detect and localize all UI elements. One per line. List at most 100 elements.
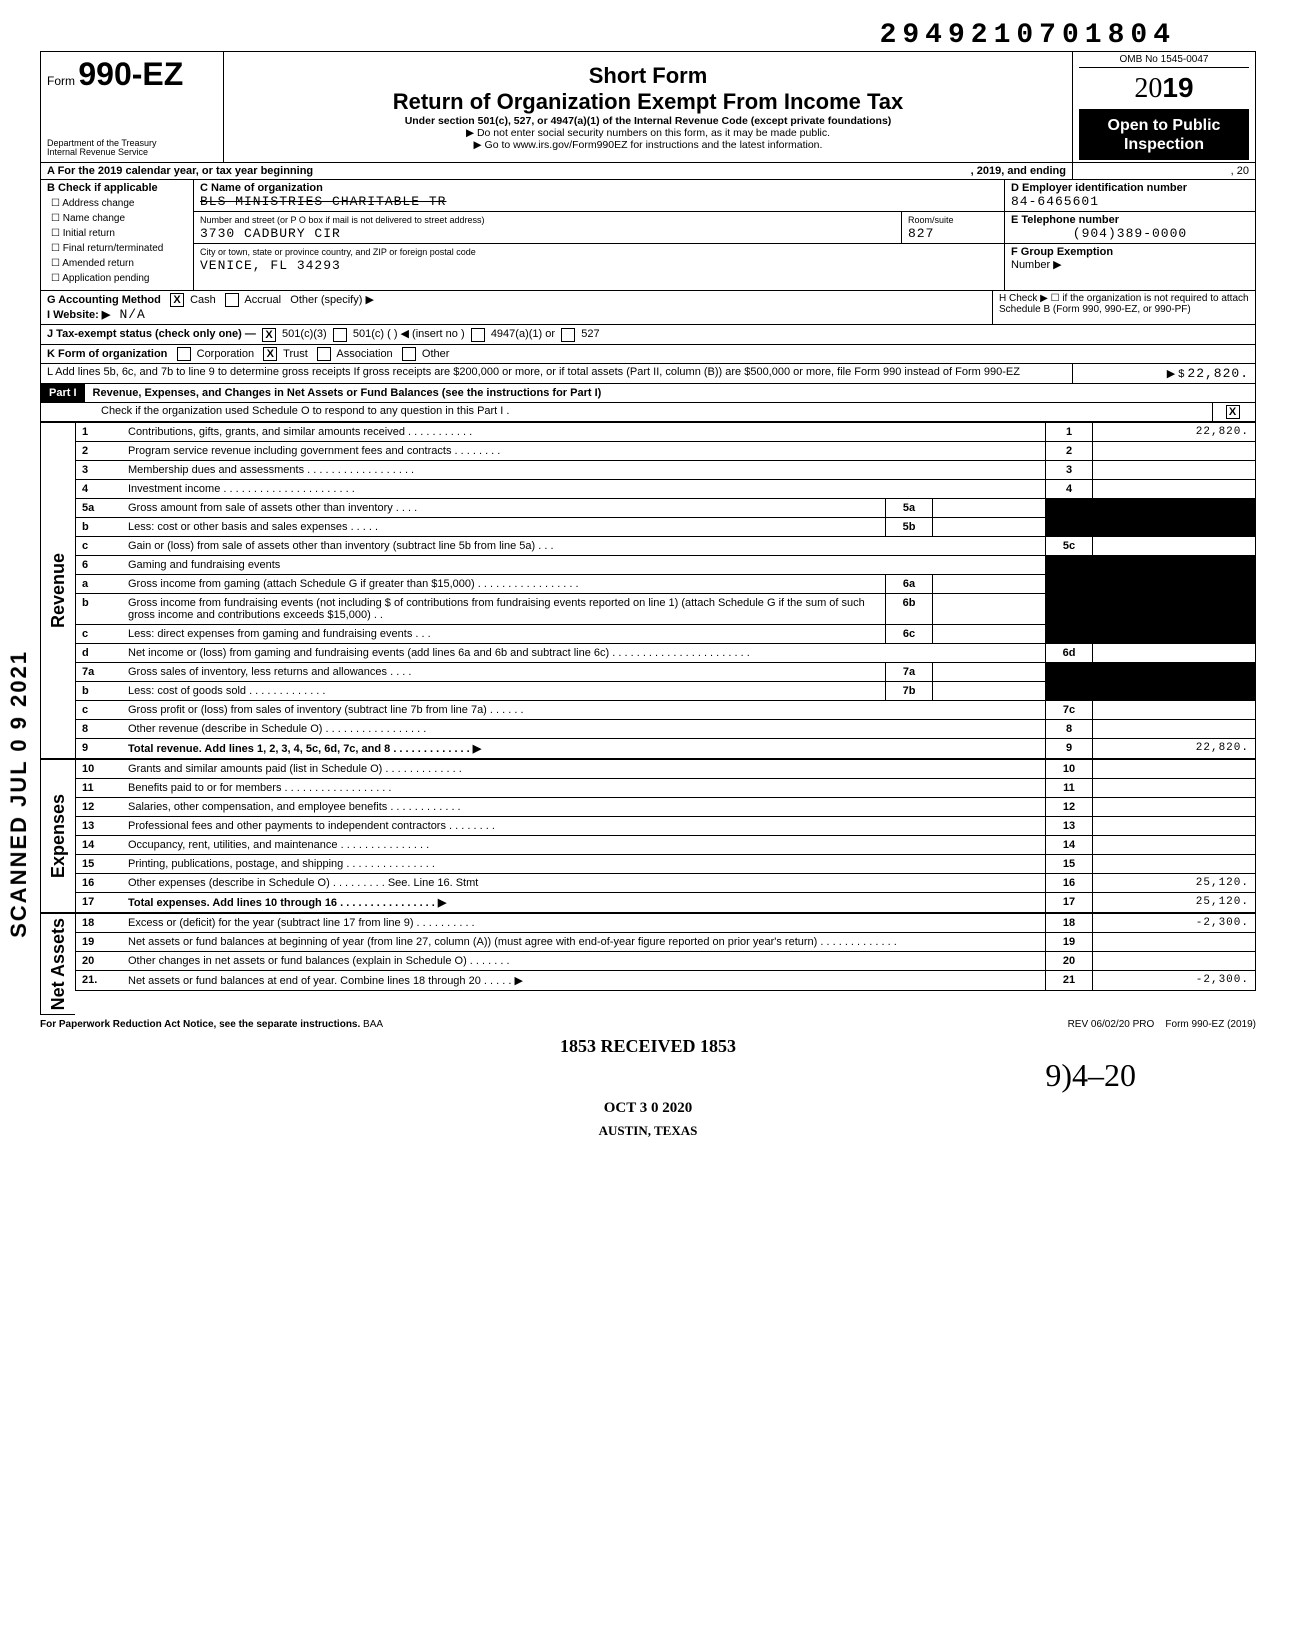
revenue-section: Revenue 1Contributions, gifts, grants, a… [40,422,1256,759]
k-assoc-label: Association [336,347,392,359]
b-label: B Check if applicable [47,182,187,194]
room-value: 827 [908,226,934,241]
footer-mid: BAA [363,1019,383,1030]
e-label: E Telephone number [1011,214,1119,226]
table-row: 9Total revenue. Add lines 1, 2, 3, 4, 5c… [76,738,1256,758]
c-value: BLS MINISTRIES CHARITABLE TR [200,194,446,209]
j-label: J Tax-exempt status (check only one) — [47,328,256,340]
section-b-c-d: B Check if applicable Address changeName… [40,180,1256,291]
b-checkbox-item[interactable]: Name change [51,211,183,226]
k-assoc-checkbox[interactable] [317,347,331,361]
form-header: Form 990-EZ Department of the Treasury I… [40,51,1256,163]
g-other-label: Other (specify) ▶ [290,294,374,306]
b-checkbox-item[interactable]: Address change [51,196,183,211]
b-checkbox-item[interactable]: Final return/terminated [51,241,183,256]
short-form-title: Short Form [234,63,1062,89]
scanned-stamp: SCANNED JUL 0 9 2021 [6,650,32,938]
revenue-table: 1Contributions, gifts, grants, and simil… [75,423,1256,759]
j-501c3-checkbox[interactable] [262,328,276,342]
footer-rev: REV 06/02/20 PRO [1068,1019,1155,1030]
table-row: 11Benefits paid to or for members . . . … [76,778,1256,797]
table-row: 8Other revenue (describe in Schedule O) … [76,719,1256,738]
table-row: 6Gaming and fundraising events [76,555,1256,574]
go-to-url: Go to www.irs.gov/Form990EZ for instruct… [234,139,1062,151]
stamp-location: AUSTIN, TEXAS [40,1123,1256,1139]
k-corp-label: Corporation [197,347,254,359]
table-row: 15Printing, publications, postage, and s… [76,854,1256,873]
form-number: 990-EZ [78,56,183,92]
netassets-section: Net Assets 18Excess or (deficit) for the… [40,913,1256,1015]
addr-label: Number and street (or P O box if mail is… [200,215,484,225]
handwriting-date: 9)4–20 [40,1057,1256,1094]
g-cash-label: Cash [190,294,216,306]
expenses-vert-label: Expenses [46,790,71,882]
table-row: 2Program service revenue including gover… [76,441,1256,460]
k-other-label: Other [422,347,450,359]
b-checkbox-item[interactable]: Amended return [51,256,183,271]
f-label2: Number ▶ [1011,259,1062,271]
tax-year: 2019 [1079,68,1249,110]
table-row: bLess: cost or other basis and sales exp… [76,517,1256,536]
table-row: bLess: cost of goods sold . . . . . . . … [76,681,1256,700]
footer-form: Form 990-EZ (2019) [1165,1019,1256,1030]
table-row: 21.Net assets or fund balances at end of… [76,970,1256,990]
open-public-l2: Inspection [1081,135,1247,154]
b-checkbox-item[interactable]: Initial return [51,226,183,241]
footer-left: For Paperwork Reduction Act Notice, see … [40,1019,360,1030]
g-accrual-checkbox[interactable] [225,293,239,307]
table-row: aGross income from gaming (attach Schedu… [76,574,1256,593]
table-row: 13Professional fees and other payments t… [76,816,1256,835]
k-other-checkbox[interactable] [402,347,416,361]
c-label: C Name of organization [200,182,323,194]
expenses-section: Expenses 10Grants and similar amounts pa… [40,759,1256,913]
table-row: 12Salaries, other compensation, and empl… [76,797,1256,816]
table-row: 10Grants and similar amounts paid (list … [76,760,1256,779]
addr-value: 3730 CADBURY CIR [200,226,341,241]
line-a-row: A For the 2019 calendar year, or tax yea… [40,163,1256,180]
j-501c3-label: 501(c)(3) [282,328,327,340]
table-row: 3Membership dues and assessments . . . .… [76,460,1256,479]
city-value: VENICE, FL 34293 [200,258,341,273]
part1-check-row: Check if the organization used Schedule … [40,403,1256,422]
footer: For Paperwork Reduction Act Notice, see … [40,1015,1256,1030]
g-accrual-label: Accrual [244,294,281,306]
j-4947-label: 4947(a)(1) or [491,328,555,340]
g-cash-checkbox[interactable] [170,293,184,307]
stamp-date: OCT 3 0 2020 [40,1100,1256,1117]
table-row: 5aGross amount from sale of assets other… [76,498,1256,517]
table-row: 1Contributions, gifts, grants, and simil… [76,423,1256,442]
expenses-table: 10Grants and similar amounts paid (list … [75,760,1256,913]
table-row: 19Net assets or fund balances at beginni… [76,932,1256,951]
j-527-checkbox[interactable] [561,328,575,342]
h-label: H Check ▶ ☐ if the organization is not r… [993,291,1255,324]
form-label: Form [47,74,75,88]
table-row: 20Other changes in net assets or fund ba… [76,951,1256,970]
doc-number: 2949210701804 [40,20,1256,51]
i-value: N/A [119,307,145,322]
j-501c-label: 501(c) ( ) ◀ (insert no ) [353,328,465,340]
part1-checkbox[interactable] [1226,405,1240,419]
j-501c-checkbox[interactable] [333,328,347,342]
omb-number: OMB No 1545-0047 [1079,54,1249,68]
line-a-begin: A For the 2019 calendar year, or tax yea… [47,165,313,177]
netassets-table: 18Excess or (deficit) for the year (subt… [75,914,1256,991]
k-corp-checkbox[interactable] [177,347,191,361]
b-checkbox-list[interactable]: Address changeName changeInitial returnF… [47,194,187,288]
table-row: 4Investment income . . . . . . . . . . .… [76,479,1256,498]
line-a-mid: , 2019, and ending [971,165,1066,177]
line-a-end: , 20 [1073,163,1255,179]
j-4947-checkbox[interactable] [471,328,485,342]
received-stamp: 1853 RECEIVED 1853 [40,1036,1256,1057]
k-row: K Form of organization Corporation Trust… [40,345,1256,364]
b-checkbox-item[interactable]: Application pending [51,271,183,286]
table-row: 16Other expenses (describe in Schedule O… [76,873,1256,892]
year-prefix: 20 [1134,73,1162,104]
k-trust-checkbox[interactable] [263,347,277,361]
table-row: 7aGross sales of inventory, less returns… [76,662,1256,681]
room-label: Room/suite [908,215,954,225]
table-row: cGain or (loss) from sale of assets othe… [76,536,1256,555]
k-label: K Form of organization [47,347,167,359]
table-row: cGross profit or (loss) from sales of in… [76,700,1256,719]
k-trust-label: Trust [283,347,308,359]
revenue-vert-label: Revenue [46,549,71,632]
